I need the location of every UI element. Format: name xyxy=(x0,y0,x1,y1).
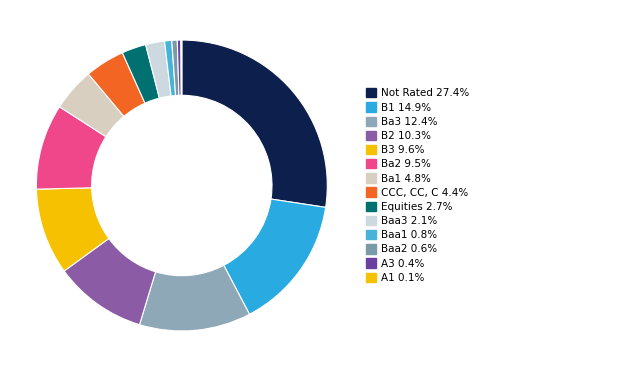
Wedge shape xyxy=(172,40,179,95)
Wedge shape xyxy=(139,265,250,331)
Legend: Not Rated 27.4%, B1 14.9%, Ba3 12.4%, B2 10.3%, B3 9.6%, Ba2 9.5%, Ba1 4.8%, CCC: Not Rated 27.4%, B1 14.9%, Ba3 12.4%, B2… xyxy=(362,85,473,286)
Wedge shape xyxy=(182,40,327,207)
Wedge shape xyxy=(122,45,159,103)
Wedge shape xyxy=(181,40,182,95)
Wedge shape xyxy=(36,107,106,189)
Wedge shape xyxy=(224,199,325,314)
Wedge shape xyxy=(60,74,124,137)
Wedge shape xyxy=(145,41,171,98)
Wedge shape xyxy=(177,40,181,95)
Wedge shape xyxy=(88,53,145,116)
Wedge shape xyxy=(36,188,109,271)
Wedge shape xyxy=(164,40,176,96)
Wedge shape xyxy=(64,239,155,325)
